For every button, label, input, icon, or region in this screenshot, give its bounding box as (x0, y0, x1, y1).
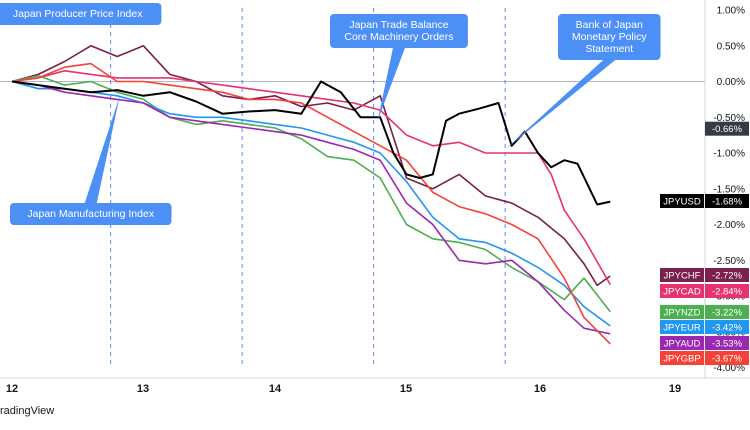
series-value-label: -2.84% (712, 287, 743, 298)
series-name-tag (660, 268, 704, 282)
series-value-tag (705, 194, 749, 208)
series-line-jpynzd (11, 75, 611, 313)
annotation-box (0, 3, 162, 25)
series-line-jpyaud (11, 80, 611, 335)
y-tick-label: 0.00% (717, 77, 745, 88)
price-tag-label: -0.66% (712, 124, 743, 135)
x-tick-label: 12 (6, 383, 18, 395)
x-tick-label: 13 (137, 383, 149, 395)
series-name-tag (660, 320, 704, 334)
annotation-text: Japan Trade Balance (349, 19, 448, 31)
series-value-tag (705, 351, 749, 365)
y-tick-label: -2.00% (713, 220, 745, 231)
series-name-label: JPYCAD (663, 287, 701, 298)
annotation-text: Core Machinery Orders (344, 31, 453, 43)
series-name-label: JPYUSD (663, 197, 701, 208)
annotation-pointer (84, 95, 120, 203)
series-value-label: -3.67% (712, 354, 743, 365)
y-tick-label: 1.00% (717, 6, 745, 17)
series-name-label: JPYNZD (664, 308, 701, 319)
annotation-box (10, 203, 172, 225)
y-tick-label: -1.50% (713, 184, 745, 195)
annotation-box (330, 14, 468, 48)
annotation-box (558, 14, 661, 60)
x-tick-label: 14 (269, 383, 282, 395)
x-tick-label: 15 (400, 383, 412, 395)
annotation-text: Bank of Japan (576, 19, 643, 31)
series-value-label: -2.72% (712, 271, 743, 282)
series-name-tag (660, 194, 704, 208)
series-value-label: -3.22% (712, 308, 743, 319)
series-name-tag (660, 305, 704, 319)
series-line-jpyusd (11, 80, 611, 206)
y-tick-label: -2.50% (713, 256, 745, 267)
annotation-text: Statement (585, 43, 633, 55)
series-name-label: JPYEUR (663, 323, 701, 334)
price-tag (705, 121, 749, 136)
y-tick-label: -1.00% (713, 149, 745, 160)
series-value-tag (705, 320, 749, 334)
series-value-tag (705, 305, 749, 319)
series-name-tag (660, 336, 704, 350)
series-name-label: JPYGBP (663, 354, 701, 365)
series-line-jpygbp (11, 62, 611, 345)
annotation-text: Japan Manufacturing Index (27, 208, 154, 220)
series-name-label: JPYCHF (664, 271, 701, 282)
annotation-pointer (377, 48, 405, 121)
y-tick-label: 0.50% (717, 41, 745, 52)
annotation-text: Monetary Policy (572, 31, 647, 43)
series-value-label: -3.42% (712, 323, 743, 334)
series-value-label: -1.68% (712, 197, 743, 208)
annotation-pointer (505, 60, 616, 150)
series-line-jpyeur (11, 80, 611, 327)
series-value-tag (705, 268, 749, 282)
series-value-tag (705, 284, 749, 298)
series-name-label: JPYAUD (664, 339, 701, 350)
series-name-tag (660, 284, 704, 298)
x-tick-label: 19 (669, 383, 681, 395)
series-name-tag (660, 351, 704, 365)
y-tick-label: -0.50% (713, 113, 745, 124)
tradingview-watermark: radingView (0, 405, 55, 417)
series-value-tag (705, 336, 749, 350)
series-line-jpychf (11, 44, 611, 287)
annotation-text: Japan Producer Price Index (13, 8, 143, 20)
x-tick-label: 16 (534, 383, 546, 395)
y-tick-label: -4.00% (713, 363, 745, 374)
series-value-label: -3.53% (712, 339, 743, 350)
